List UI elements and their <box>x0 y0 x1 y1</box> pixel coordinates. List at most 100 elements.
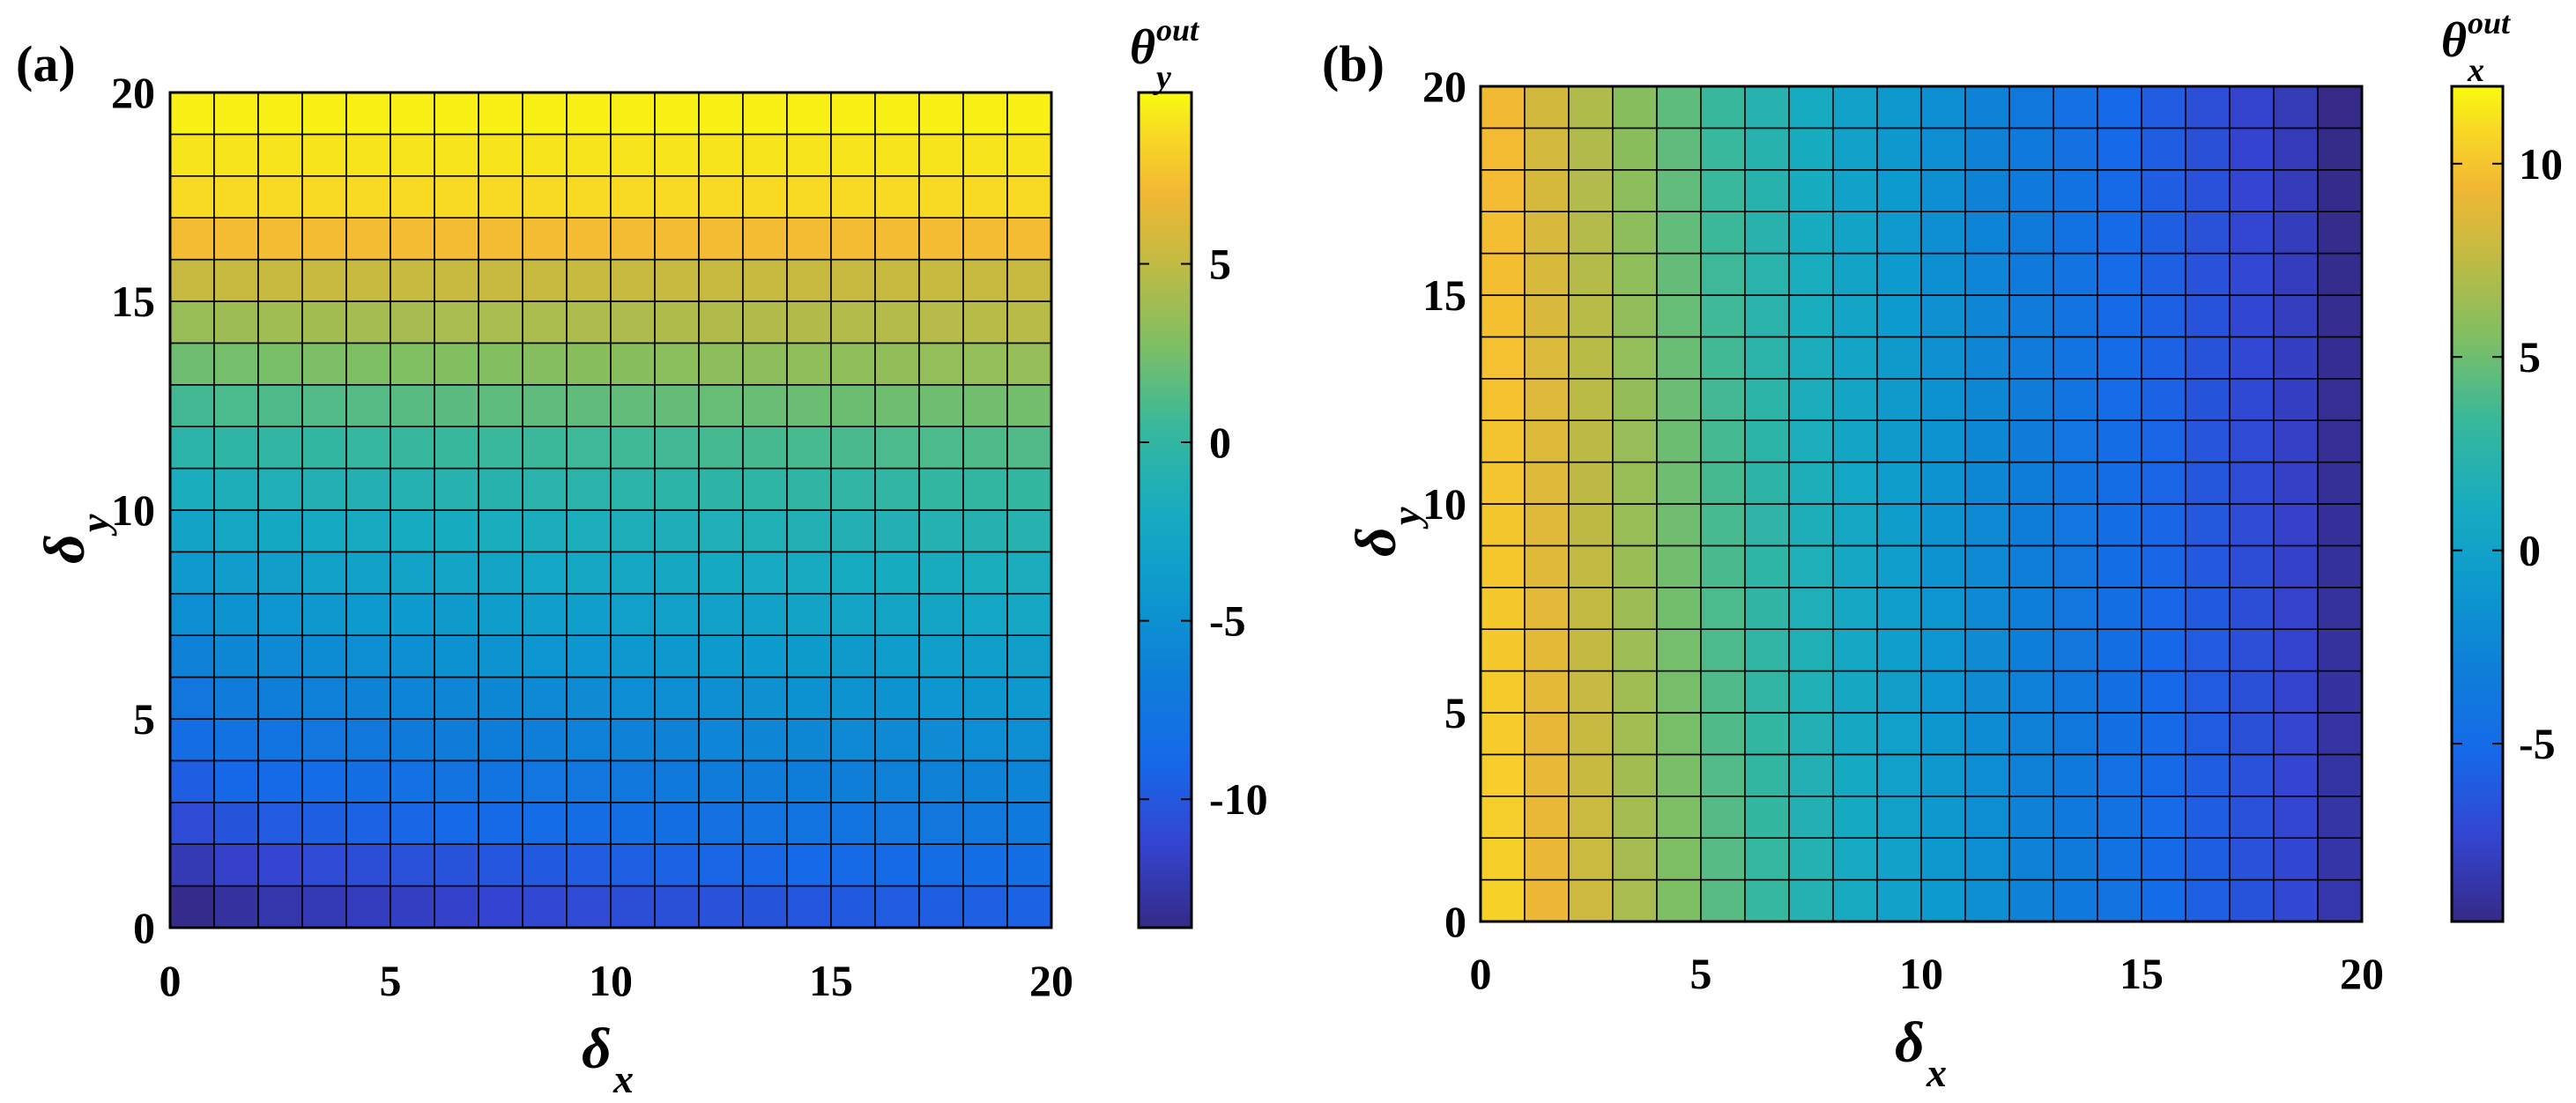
panel-b-cell-17-17 <box>2229 169 2275 213</box>
panel-a-cell-8-0 <box>522 885 568 929</box>
panel-a-cell-1-13 <box>213 342 259 386</box>
panel-b-cell-10-11 <box>1920 419 1966 463</box>
panel-b-cell-5-15 <box>1700 252 1746 296</box>
panel-a-cell-9-3 <box>566 759 612 803</box>
panel-a-cell-0-0 <box>169 885 215 929</box>
panel-a-cell-12-0 <box>698 885 744 929</box>
panel-a-cell-16-18 <box>874 133 920 177</box>
panel-a-cell-4-0 <box>345 885 391 929</box>
panel-b-y-tick-labels: 0 5 10 15 20 <box>1422 62 1466 946</box>
panel-a-ytick-20: 20 <box>111 68 155 117</box>
panel-b-cell-13-7 <box>2053 586 2098 630</box>
panel-a-cell-17-8 <box>918 551 964 595</box>
panel-b-cell-7-9 <box>1788 503 1834 547</box>
panel-b-cell-2-13 <box>1568 336 1614 380</box>
panel-b-cell-18-14 <box>2273 294 2319 338</box>
panel-a-cell-5-14 <box>390 300 435 344</box>
panel-b-cell-16-4 <box>2185 712 2231 756</box>
panel-b-cell-5-19 <box>1700 85 1746 130</box>
panel-b-cell-3-11 <box>1612 419 1658 463</box>
panel-b-cell-12-1 <box>2008 837 2054 881</box>
panel-a-cell-8-15 <box>522 258 568 302</box>
panel-a-cell-1-5 <box>213 676 259 720</box>
panel-b-cell-2-9 <box>1568 503 1614 547</box>
panel-b-cell-7-19 <box>1788 85 1834 130</box>
panel-a-cell-16-2 <box>874 801 920 845</box>
panel-a-cell-0-2 <box>169 801 215 845</box>
panel-b-cell-17-10 <box>2229 461 2275 505</box>
panel-b-cell-5-18 <box>1700 127 1746 171</box>
panel-b-cell-6-15 <box>1744 252 1790 296</box>
panel-a-cell-2-7 <box>257 592 303 636</box>
panel-b-cell-13-16 <box>2053 211 2098 255</box>
panel-b-xtick-20: 20 <box>2340 949 2384 998</box>
panel-b-colorbar-frame <box>2450 85 2505 923</box>
panel-b-cell-5-6 <box>1700 628 1746 672</box>
panel-b-ylabel-subscript: y <box>1384 507 1429 529</box>
panel-b-ytick-15: 15 <box>1422 270 1466 320</box>
panel-a-cell-8-13 <box>522 342 568 386</box>
panel-b-cell-2-2 <box>1568 795 1614 839</box>
panel-a-cell-16-8 <box>874 551 920 595</box>
panel-a-cb-title-subscript: y <box>1153 59 1171 96</box>
panel-b-cell-13-6 <box>2053 628 2098 672</box>
panel-a-cell-12-13 <box>698 342 744 386</box>
panel-a-cell-14-16 <box>786 217 832 261</box>
panel-a-cell-19-15 <box>1006 258 1052 302</box>
panel-b-cell-19-2 <box>2317 795 2363 839</box>
panel-a-cb-title-symbol: θ <box>1130 20 1155 75</box>
panel-b-xtick-5: 5 <box>1690 949 1712 998</box>
panel-a-cell-3-13 <box>301 342 347 386</box>
panel-a-cell-4-6 <box>345 634 391 678</box>
panel-a-cell-4-15 <box>345 258 391 302</box>
panel-a-cell-16-14 <box>874 300 920 344</box>
panel-b-cell-19-17 <box>2317 169 2363 213</box>
panel-b-cell-12-3 <box>2008 753 2054 797</box>
panel-b-cell-3-6 <box>1612 628 1658 672</box>
panel-b-cell-7-0 <box>1788 878 1834 922</box>
panel-a-cell-10-18 <box>610 133 656 177</box>
panel-a-cell-13-4 <box>742 718 788 762</box>
panel-a-cell-5-4 <box>390 718 435 762</box>
panel-a-cell-2-12 <box>257 383 303 427</box>
panel-b-cell-14-1 <box>2097 837 2142 881</box>
panel-b-cell-18-7 <box>2273 586 2319 630</box>
panel-a-xtick-0: 0 <box>160 956 182 1005</box>
panel-a-label: (a) <box>16 35 76 93</box>
panel-b-cell-15-17 <box>2141 169 2186 213</box>
panel-a-cell-15-16 <box>830 217 876 261</box>
panel-a-cell-1-11 <box>213 426 259 470</box>
panel-b-cell-9-13 <box>1876 336 1922 380</box>
panel-a-cell-0-11 <box>169 426 215 470</box>
panel-a-cell-4-17 <box>345 175 391 219</box>
panel-a-cell-2-17 <box>257 175 303 219</box>
panel-a-cell-11-14 <box>654 300 700 344</box>
panel-b-cell-6-9 <box>1744 503 1790 547</box>
panel-b-cell-15-0 <box>2141 878 2186 922</box>
panel-a-cell-12-9 <box>698 509 744 553</box>
panel-a-cell-9-19 <box>566 92 612 136</box>
panel-a-cell-3-10 <box>301 467 347 511</box>
panel-b-cell-16-8 <box>2185 544 2231 589</box>
panel-a-cell-10-17 <box>610 175 656 219</box>
panel-b-cell-4-3 <box>1656 753 1702 797</box>
panel-b-cell-10-8 <box>1920 544 1966 589</box>
panel-a-cell-17-17 <box>918 175 964 219</box>
panel-a-cell-6-4 <box>434 718 479 762</box>
panel-a-cell-19-0 <box>1006 885 1052 929</box>
panel-a-cell-11-5 <box>654 676 700 720</box>
panel-a-cell-18-4 <box>962 718 1008 762</box>
panel-b-cell-6-18 <box>1744 127 1790 171</box>
panel-b-cell-19-11 <box>2317 419 2363 463</box>
panel-b-cell-1-3 <box>1524 753 1570 797</box>
panel-b-cell-17-4 <box>2229 712 2275 756</box>
panel-a-colorbar-tick-labels: 5 0 -5 -10 <box>1209 240 1268 825</box>
panel-b-cell-12-2 <box>2008 795 2054 839</box>
panel-a-cell-17-18 <box>918 133 964 177</box>
panel-a-cell-11-17 <box>654 175 700 219</box>
panel-b-cell-8-13 <box>1832 336 1878 380</box>
panel-b-cell-18-19 <box>2273 85 2319 130</box>
panel-b-cell-5-4 <box>1700 712 1746 756</box>
panel-b-cell-9-8 <box>1876 544 1922 589</box>
panel-a-cell-17-4 <box>918 718 964 762</box>
